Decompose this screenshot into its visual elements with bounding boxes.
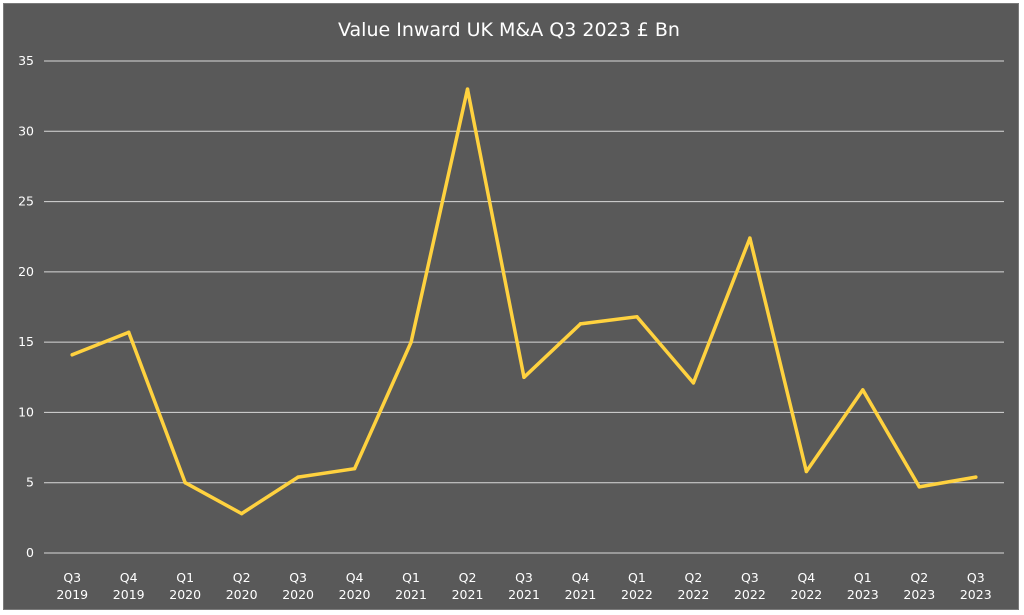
y-tick-label: 15 bbox=[18, 334, 34, 349]
x-tick-quarter: Q1 bbox=[402, 570, 420, 585]
x-tick-label: Q1 2021 bbox=[395, 570, 427, 602]
x-tick-quarter: Q3 bbox=[289, 570, 307, 585]
data-point bbox=[635, 315, 639, 319]
x-tick-year: 2020 bbox=[226, 587, 258, 602]
data-point bbox=[409, 340, 413, 344]
x-tick-quarter: Q2 bbox=[685, 570, 703, 585]
x-tick-year: 2021 bbox=[395, 587, 427, 602]
x-tick-label: Q4 2020 bbox=[339, 570, 371, 602]
x-tick-year: 2020 bbox=[169, 587, 201, 602]
x-tick-year: 2021 bbox=[508, 587, 540, 602]
data-point bbox=[861, 388, 865, 392]
x-tick-quarter: Q3 bbox=[515, 570, 533, 585]
x-axis-ticks: Q3 2019 Q4 2019 Q1 2020 Q2 2020 Q3 2020 Q4 2020 Q1 20… bbox=[56, 570, 991, 602]
x-tick-quarter: Q1 bbox=[628, 570, 646, 585]
data-point bbox=[578, 322, 583, 326]
x-tick-label: Q1 2020 bbox=[169, 570, 201, 602]
x-tick-label: Q4 2019 bbox=[113, 570, 145, 602]
data-point bbox=[691, 381, 696, 385]
x-tick-quarter: Q2 bbox=[459, 570, 477, 585]
gridlines bbox=[44, 60, 1004, 554]
data-point bbox=[239, 511, 244, 516]
y-tick-label: 35 bbox=[18, 53, 34, 68]
x-tick-label: Q2 2020 bbox=[226, 570, 258, 602]
x-tick-quarter: Q2 bbox=[233, 570, 251, 585]
x-tick-year: 2023 bbox=[960, 587, 992, 602]
x-tick-label: Q3 2023 bbox=[960, 570, 992, 602]
y-tick-label: 5 bbox=[26, 475, 34, 490]
x-tick-year: 2023 bbox=[903, 587, 935, 602]
x-tick-quarter: Q4 bbox=[120, 570, 138, 585]
x-tick-year: 2022 bbox=[621, 587, 653, 602]
x-tick-year: 2021 bbox=[452, 587, 484, 602]
x-tick-year: 2021 bbox=[565, 587, 597, 602]
x-tick-label: Q4 2021 bbox=[565, 570, 597, 602]
x-tick-quarter: Q4 bbox=[797, 570, 815, 585]
x-tick-quarter: Q3 bbox=[741, 570, 759, 585]
x-tick-quarter: Q4 bbox=[572, 570, 590, 585]
data-point bbox=[804, 469, 809, 474]
data-point bbox=[917, 485, 921, 489]
x-tick-quarter: Q1 bbox=[176, 570, 194, 585]
y-tick-label: 0 bbox=[26, 545, 34, 560]
y-tick-label: 30 bbox=[18, 123, 34, 138]
x-tick-quarter: Q2 bbox=[910, 570, 928, 585]
x-tick-year: 2019 bbox=[56, 587, 88, 602]
x-tick-quarter: Q3 bbox=[63, 570, 81, 585]
data-point bbox=[748, 236, 752, 240]
x-tick-label: Q1 2023 bbox=[847, 570, 879, 602]
data-point bbox=[465, 87, 470, 91]
data-point bbox=[70, 353, 74, 357]
data-point bbox=[522, 375, 526, 379]
x-tick-year: 2019 bbox=[113, 587, 145, 602]
line-chart: Value Inward UK M&A Q3 2023 £ Bn 0 5 10 15 2… bbox=[18, 19, 1004, 602]
x-tick-label: Q3 2019 bbox=[56, 570, 88, 602]
x-tick-label: Q1 2022 bbox=[621, 570, 653, 602]
data-point bbox=[352, 466, 357, 471]
data-point bbox=[183, 481, 187, 485]
data-point bbox=[296, 475, 300, 479]
x-tick-label: Q3 2022 bbox=[734, 570, 766, 602]
x-tick-quarter: Q4 bbox=[346, 570, 364, 585]
y-tick-label: 10 bbox=[18, 404, 34, 419]
x-tick-quarter: Q1 bbox=[854, 570, 872, 585]
y-axis-ticks: 0 5 10 15 20 25 30 35 bbox=[18, 53, 34, 560]
series-line-0 bbox=[70, 87, 978, 516]
x-tick-label: Q4 2022 bbox=[790, 570, 822, 602]
data-point bbox=[127, 330, 131, 335]
x-tick-label: Q3 2020 bbox=[282, 570, 314, 602]
x-tick-label: Q2 2023 bbox=[903, 570, 935, 602]
chart-area: Value Inward UK M&A Q3 2023 £ Bn 0 5 10 15 2… bbox=[3, 3, 1019, 610]
x-tick-year: 2022 bbox=[734, 587, 766, 602]
x-tick-quarter: Q3 bbox=[967, 570, 985, 585]
series-layer bbox=[70, 87, 978, 516]
y-tick-label: 25 bbox=[18, 194, 34, 209]
x-tick-year: 2020 bbox=[339, 587, 371, 602]
x-tick-year: 2020 bbox=[282, 587, 314, 602]
x-tick-year: 2022 bbox=[790, 587, 822, 602]
x-tick-label: Q2 2021 bbox=[452, 570, 484, 602]
y-tick-label: 20 bbox=[18, 264, 34, 279]
x-tick-year: 2023 bbox=[847, 587, 879, 602]
x-tick-label: Q3 2021 bbox=[508, 570, 540, 602]
data-point bbox=[974, 475, 978, 479]
x-tick-label: Q2 2022 bbox=[678, 570, 710, 602]
chart-title: Value Inward UK M&A Q3 2023 £ Bn bbox=[338, 19, 680, 41]
x-tick-year: 2022 bbox=[678, 587, 710, 602]
